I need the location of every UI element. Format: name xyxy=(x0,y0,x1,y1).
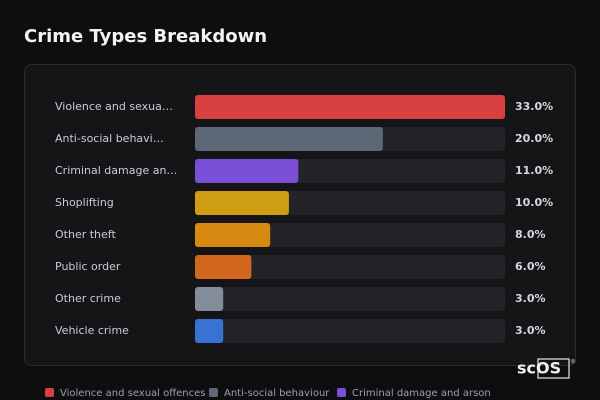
bar xyxy=(195,95,505,119)
value-label: 20.0% xyxy=(515,132,553,145)
logo-box xyxy=(537,358,570,379)
legend-label: Criminal damage and arson xyxy=(352,388,491,399)
legend-label: Violence and sexual offences xyxy=(60,388,206,399)
legend-label: Anti-social behaviour xyxy=(224,388,330,399)
bar-track xyxy=(195,319,505,343)
legend-swatch xyxy=(45,388,54,397)
category-label: Vehicle crime xyxy=(55,324,129,337)
category-label: Criminal damage an… xyxy=(55,164,177,177)
bar xyxy=(195,223,271,247)
logo-text: scOS xyxy=(517,359,561,378)
bar xyxy=(195,191,289,215)
bar xyxy=(195,319,224,343)
bar xyxy=(195,159,299,183)
logo-registered: ® xyxy=(570,359,576,366)
legend-swatch xyxy=(209,388,218,397)
category-label: Other crime xyxy=(55,292,121,305)
value-label: 8.0% xyxy=(515,228,546,241)
category-label: Anti-social behavi… xyxy=(55,132,164,145)
logo: scOS ® xyxy=(517,358,576,379)
legend-swatch xyxy=(337,388,346,397)
bar xyxy=(195,255,252,279)
category-label: Shoplifting xyxy=(55,196,114,209)
category-label: Public order xyxy=(55,260,121,273)
value-label: 10.0% xyxy=(515,196,553,209)
category-label: Other theft xyxy=(55,228,116,241)
chart-title: Crime Types Breakdown xyxy=(24,26,267,47)
value-label: 3.0% xyxy=(515,324,546,337)
category-label: Violence and sexua… xyxy=(55,100,173,113)
bar-track xyxy=(195,255,505,279)
bar-track xyxy=(195,287,505,311)
bar xyxy=(195,287,224,311)
value-label: 6.0% xyxy=(515,260,546,273)
value-label: 33.0% xyxy=(515,100,553,113)
bar xyxy=(195,127,383,151)
value-label: 11.0% xyxy=(515,164,553,177)
value-label: 3.0% xyxy=(515,292,546,305)
bar-track xyxy=(195,223,505,247)
